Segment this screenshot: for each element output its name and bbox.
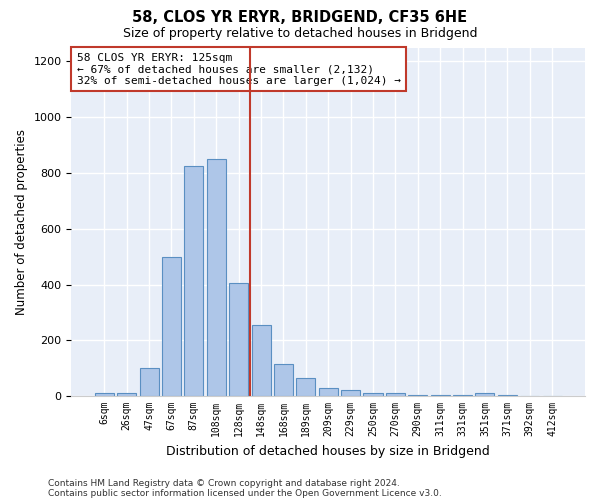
Text: Contains public sector information licensed under the Open Government Licence v3: Contains public sector information licen… bbox=[48, 488, 442, 498]
Bar bbox=[207, 159, 226, 396]
Bar bbox=[453, 394, 472, 396]
Bar bbox=[364, 392, 383, 396]
Bar bbox=[251, 325, 271, 396]
Text: Size of property relative to detached houses in Bridgend: Size of property relative to detached ho… bbox=[123, 28, 477, 40]
Bar bbox=[408, 394, 427, 396]
Bar bbox=[184, 166, 203, 396]
Bar bbox=[386, 392, 405, 396]
Bar bbox=[229, 283, 248, 396]
Bar bbox=[475, 394, 494, 396]
Bar bbox=[296, 378, 316, 396]
Bar bbox=[162, 256, 181, 396]
Text: 58 CLOS YR ERYR: 125sqm
← 67% of detached houses are smaller (2,132)
32% of semi: 58 CLOS YR ERYR: 125sqm ← 67% of detache… bbox=[77, 52, 401, 86]
Bar bbox=[431, 394, 449, 396]
Bar bbox=[341, 390, 360, 396]
Text: Contains HM Land Registry data © Crown copyright and database right 2024.: Contains HM Land Registry data © Crown c… bbox=[48, 478, 400, 488]
Bar bbox=[140, 368, 158, 396]
Bar bbox=[498, 394, 517, 396]
X-axis label: Distribution of detached houses by size in Bridgend: Distribution of detached houses by size … bbox=[166, 444, 490, 458]
Bar bbox=[95, 394, 114, 396]
Y-axis label: Number of detached properties: Number of detached properties bbox=[15, 129, 28, 315]
Bar bbox=[319, 388, 338, 396]
Bar bbox=[274, 364, 293, 396]
Bar bbox=[117, 394, 136, 396]
Text: 58, CLOS YR ERYR, BRIDGEND, CF35 6HE: 58, CLOS YR ERYR, BRIDGEND, CF35 6HE bbox=[133, 10, 467, 25]
